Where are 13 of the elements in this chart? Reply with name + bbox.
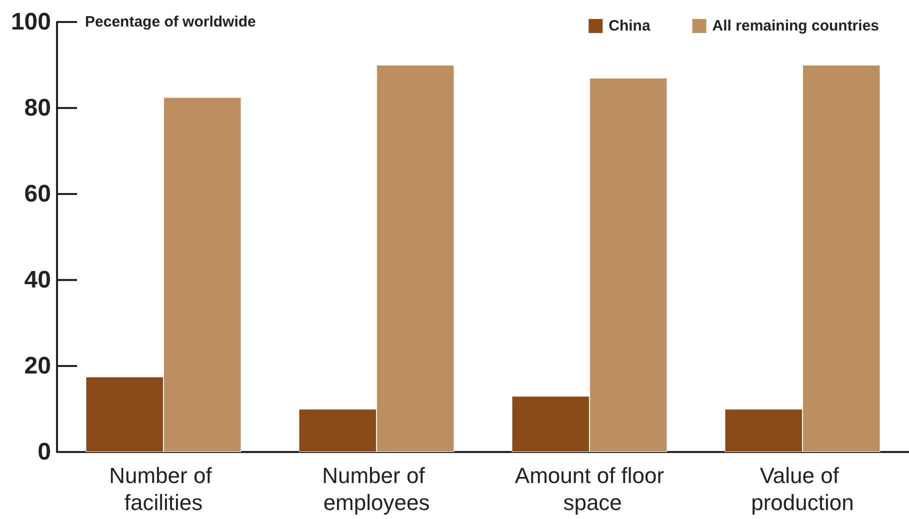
- x-tick-label: Value of production: [751, 463, 854, 515]
- y-tick-label: 40: [24, 266, 51, 294]
- x-tick-label: Number of facilities: [109, 463, 218, 515]
- legend-label: All remaining countries: [712, 18, 880, 34]
- x-tick-label: Amount of floor space: [514, 463, 664, 515]
- y-tick-label: 20: [24, 352, 51, 380]
- y-tick-label: 100: [10, 8, 51, 36]
- x-tick-label: Number of employees: [322, 463, 431, 515]
- legend-label: China: [608, 18, 651, 34]
- y-axis-title: Pecentage of worldwide: [85, 14, 256, 30]
- y-tick-label: 0: [38, 438, 51, 466]
- y-tick-label: 60: [24, 180, 51, 208]
- y-tick-label: 80: [24, 94, 51, 122]
